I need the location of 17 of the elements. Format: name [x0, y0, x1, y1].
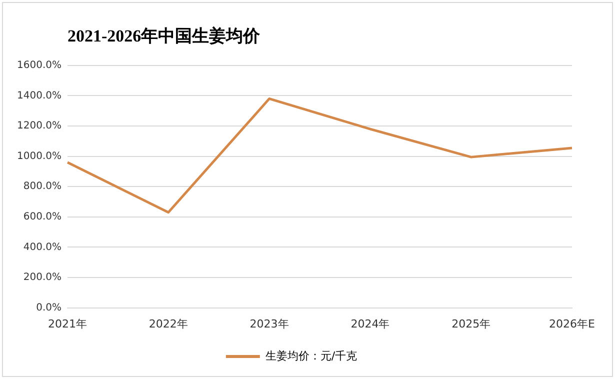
x-tick-label: 2024年 [350, 317, 390, 330]
y-tick-label: 0.0% [36, 302, 62, 314]
y-tick-label: 1000.0% [16, 150, 62, 162]
x-tick-label: 2023年 [250, 317, 289, 330]
y-tick-label: 800.0% [23, 181, 62, 192]
y-tick-label: 200.0% [23, 272, 62, 284]
x-tick-label: 2021年 [48, 317, 87, 330]
y-tick-label: 1600.0% [16, 60, 62, 71]
y-tick-label: 1200.0% [16, 120, 62, 132]
chart-title: 2021-2026年中国生姜均价 [67, 26, 262, 46]
x-tick-label: 2025年 [452, 317, 491, 330]
y-tick-label: 400.0% [23, 242, 62, 253]
legend-label: 生姜均价：元/千克 [265, 349, 358, 362]
y-tick-label: 600.0% [23, 211, 62, 222]
y-tick-label: 1400.0% [16, 90, 62, 102]
x-tick-label: 2026年E [549, 317, 596, 330]
x-tick-label: 2022年 [148, 317, 188, 330]
